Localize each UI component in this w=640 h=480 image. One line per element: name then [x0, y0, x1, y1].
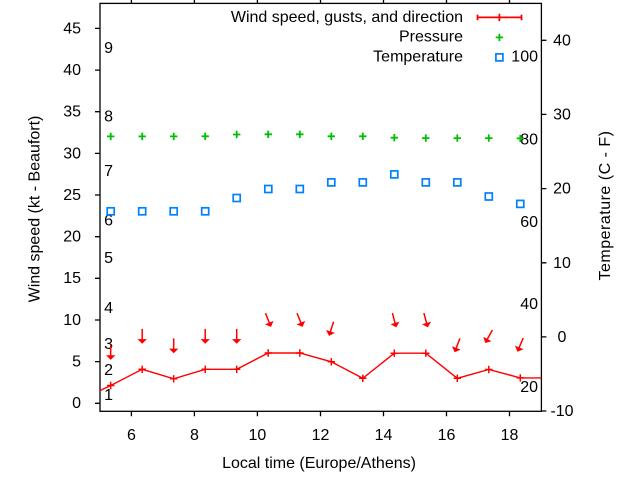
svg-text:60: 60	[520, 214, 538, 231]
svg-text:-10: -10	[550, 403, 573, 420]
svg-text:Temperature: Temperature	[373, 48, 463, 65]
svg-text:40: 40	[520, 296, 538, 313]
svg-text:0: 0	[72, 395, 81, 412]
svg-text:1: 1	[104, 387, 113, 404]
svg-text:100: 100	[511, 49, 538, 66]
svg-text:80: 80	[520, 131, 538, 148]
svg-text:3: 3	[104, 336, 113, 353]
svg-text:10: 10	[249, 427, 267, 444]
svg-text:20: 20	[553, 181, 571, 198]
svg-text:20: 20	[520, 379, 538, 396]
svg-text:Wind speed, gusts, and directi: Wind speed, gusts, and direction	[231, 9, 463, 26]
svg-text:8: 8	[190, 427, 199, 444]
svg-text:Temperature (C - F): Temperature (C - F)	[597, 131, 614, 281]
svg-text:30: 30	[553, 107, 571, 124]
svg-text:6: 6	[104, 212, 113, 229]
svg-text:12: 12	[312, 427, 330, 444]
svg-text:20: 20	[63, 229, 81, 246]
svg-text:8: 8	[104, 108, 113, 125]
svg-text:30: 30	[63, 145, 81, 162]
svg-text:35: 35	[63, 104, 81, 121]
svg-text:6: 6	[127, 427, 136, 444]
svg-text:Local time (Europe/Athens): Local time (Europe/Athens)	[222, 455, 416, 472]
svg-text:25: 25	[63, 187, 81, 204]
svg-text:10: 10	[553, 255, 571, 272]
svg-text:45: 45	[63, 20, 81, 37]
svg-text:15: 15	[63, 270, 81, 287]
svg-text:16: 16	[438, 427, 456, 444]
svg-text:40: 40	[553, 32, 571, 49]
svg-text:5: 5	[104, 250, 113, 267]
svg-text:40: 40	[63, 62, 81, 79]
svg-text:0: 0	[558, 329, 567, 346]
svg-text:18: 18	[501, 427, 519, 444]
svg-text:9: 9	[104, 40, 113, 57]
svg-text:2: 2	[104, 362, 113, 379]
svg-text:10: 10	[63, 312, 81, 329]
svg-text:14: 14	[375, 427, 393, 444]
svg-text:Wind speed (kt - Beaufort): Wind speed (kt - Beaufort)	[27, 116, 44, 303]
svg-text:5: 5	[72, 354, 81, 371]
svg-text:Pressure: Pressure	[399, 29, 463, 46]
svg-text:7: 7	[104, 163, 113, 180]
svg-text:4: 4	[104, 300, 113, 317]
